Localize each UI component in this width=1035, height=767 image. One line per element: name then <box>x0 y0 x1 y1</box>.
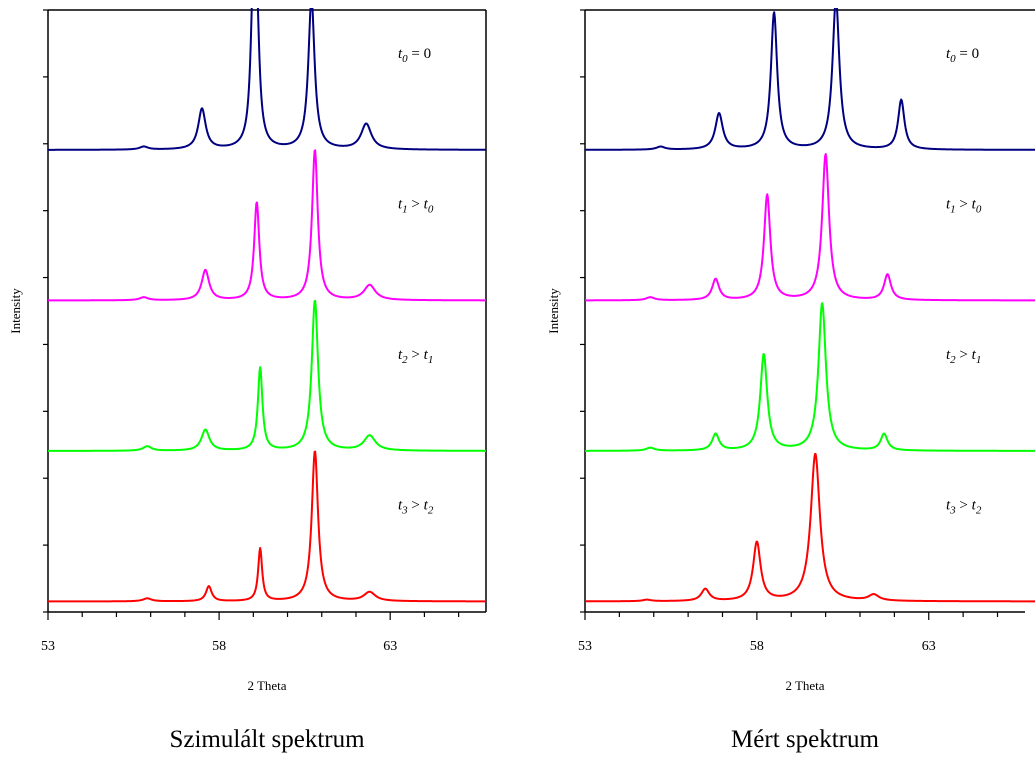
measured-series-label-3: t3 > t2 <box>946 498 982 517</box>
simulated-series-label-1: t1 > t0 <box>398 197 434 216</box>
simulated-series-label-3: t3 > t2 <box>398 498 434 517</box>
simulated-series-label-0: t0 = 0 <box>398 46 431 65</box>
simulated-x-axis-label: 2 Theta <box>247 678 286 693</box>
measured-y-axis-label: Intensity <box>546 288 561 334</box>
simulated-x-tick-label: 53 <box>41 639 55 654</box>
measured-x-tick-label: 63 <box>922 639 936 654</box>
measured-caption: Mért spektrum <box>731 726 879 753</box>
simulated-series-line-1 <box>48 149 486 302</box>
measured-series-line-3 <box>585 452 1035 603</box>
measured-series-line-0 <box>585 8 1035 151</box>
simulated-y-axis-label: Intensity <box>8 288 23 334</box>
measured-series-label-1: t1 > t0 <box>946 197 982 216</box>
measured-spectrum-panel: 53 58 63 2 Theta Intensity Mért spektrum t0 = … <box>546 8 1035 753</box>
simulated-series-line-0 <box>48 8 486 151</box>
measured-series-label-2: t2 > t1 <box>946 347 981 366</box>
measured-series-label-0: t0 = 0 <box>946 46 979 65</box>
simulated-caption: Szimulált spektrum <box>169 726 365 753</box>
simulated-x-tick-label: 58 <box>212 639 226 654</box>
simulated-series-line-2 <box>48 299 486 452</box>
measured-x-axis-label: 2 Theta <box>785 678 824 693</box>
simulated-series-line-3 <box>48 450 486 603</box>
measured-x-tick-label: 53 <box>578 639 592 654</box>
measured-x-tick-label: 58 <box>750 639 764 654</box>
measured-series-line-1 <box>585 153 1035 302</box>
simulated-spectrum-panel: 53 58 63 2 Theta Intensity Szimulált spektrum… <box>8 8 487 753</box>
measured-series-line-2 <box>585 302 1035 452</box>
simulated-series-label-2: t2 > t1 <box>398 347 433 366</box>
simulated-x-tick-label: 63 <box>383 639 397 654</box>
